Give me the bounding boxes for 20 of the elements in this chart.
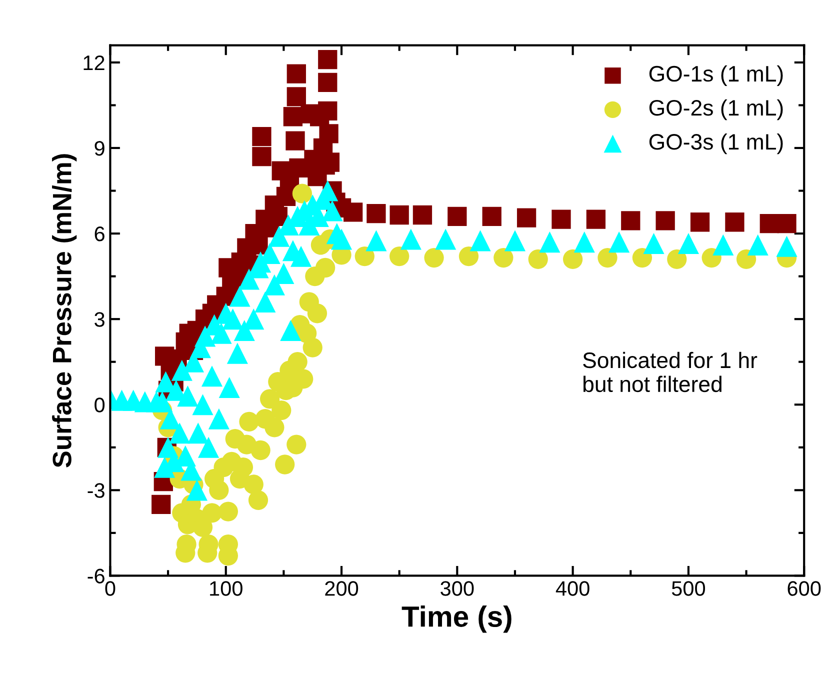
x-tick-label: 300 — [440, 581, 474, 596]
y-tick-label: 0 — [94, 398, 105, 412]
x-tick-label: 200 — [325, 581, 358, 596]
x-tick-label: 600 — [788, 581, 821, 596]
legend-label: GO-1s (1 mL) — [649, 65, 783, 86]
y-tick-label: 3 — [94, 312, 104, 327]
y-tick-label: -6 — [88, 568, 104, 584]
y-tick-label: 9 — [94, 140, 104, 156]
x-tick-label: 400 — [556, 581, 590, 596]
legend-label: GO-2s (1 mL) — [649, 99, 783, 120]
x-tick-label: 500 — [672, 581, 706, 596]
y-tick-label: 12 — [84, 55, 104, 70]
legend-label: GO-3s (1 mL) — [649, 133, 783, 154]
x-tick-label: 100 — [210, 581, 242, 596]
x-axis-title: Time (s) — [402, 606, 512, 633]
y-axis-title: Surface Pressure (mN/m) — [52, 154, 77, 468]
x-tick-label: 0 — [105, 581, 116, 596]
y-tick-label: 6 — [94, 226, 104, 242]
annotation: Sonicated for 1 hr but not filtered — [583, 352, 758, 392]
y-tick-label: -3 — [88, 483, 104, 498]
